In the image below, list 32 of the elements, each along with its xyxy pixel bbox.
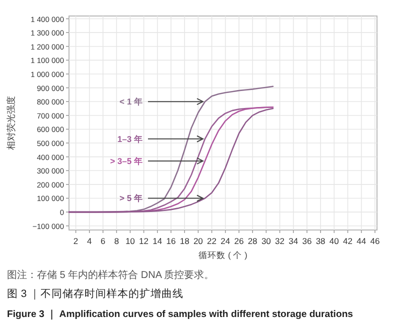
x-tick-label: 24 [220, 236, 230, 246]
text: Figure 3 ｜ Amplification curves of samples with different storage durations [7, 309, 354, 320]
x-tick-label: 40 [329, 236, 340, 246]
series-label: > 5 年 [120, 193, 143, 204]
x-tick-label: 20 [193, 236, 204, 246]
x-tick-label: 16 [166, 236, 176, 246]
x-tick-label: 46 [370, 236, 380, 246]
text: > 3–5 年 [110, 156, 143, 166]
y-axis-title: 相对荧光强度 [6, 96, 16, 150]
x-axis-title: 循环数 ( 个 ) [198, 250, 248, 260]
x-tick-label: 18 [180, 236, 190, 246]
text: < 1 年 [120, 96, 143, 107]
text: 1–3 年 [117, 134, 143, 144]
x-tick-label: 26 [234, 236, 244, 246]
x-tick-label: 10 [125, 236, 136, 246]
x-tick-label: 14 [152, 236, 162, 246]
x-tick-label: 32 [275, 236, 285, 246]
x-tick-label: 4 [87, 236, 92, 246]
x-tick-label: 28 [248, 236, 258, 246]
text: 图注：存储 5 年内的样本符合 DNA 质控要求。 [7, 269, 214, 281]
x-tick-label: 2 [73, 236, 78, 246]
x-tick-label: 30 [261, 236, 272, 246]
x-tick-label: 8 [114, 236, 120, 246]
x-tick-label: 34 [288, 236, 298, 246]
x-tick-label: 22 [207, 236, 217, 246]
x-tick-label: 36 [302, 236, 312, 246]
x-tick-label: 44 [356, 236, 366, 246]
text: 图 3 ｜不同储存时间样本的扩增曲线 [7, 287, 184, 300]
x-tick-label: 12 [139, 236, 149, 246]
x-tick-label: 42 [343, 236, 353, 246]
x-tick-label: 6 [100, 236, 106, 246]
x-tick-label: 38 [316, 236, 326, 246]
